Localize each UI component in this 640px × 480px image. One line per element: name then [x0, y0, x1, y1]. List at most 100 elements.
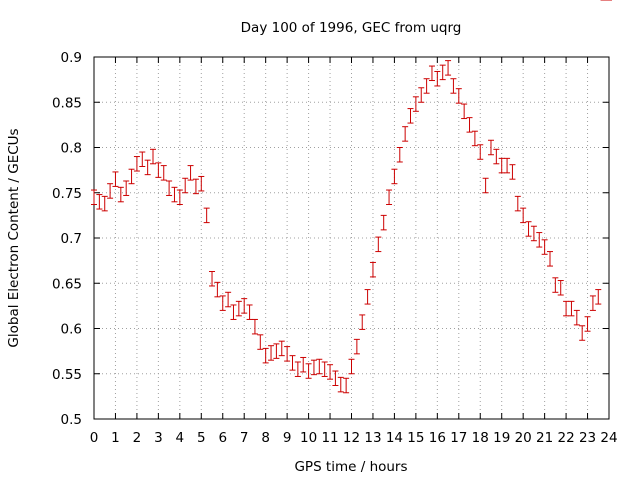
x-tick-label: 18: [472, 430, 489, 446]
grid-lines: [94, 57, 609, 419]
y-tick-label: 0.65: [52, 276, 82, 292]
data-point: [262, 347, 269, 364]
data-point: [241, 298, 248, 314]
x-tick-label: 8: [261, 430, 270, 446]
data-point: [369, 261, 376, 278]
x-tick-label: 23: [579, 430, 596, 446]
data-point: [91, 189, 97, 206]
x-tick-label: 7: [240, 430, 249, 446]
data-point: [310, 359, 317, 376]
x-tick-label: 11: [321, 430, 338, 446]
data-point: [332, 370, 339, 387]
y-tick-label: 0.55: [52, 367, 82, 383]
y-tick-label: 0.9: [61, 50, 82, 66]
data-point: [579, 325, 586, 341]
x-tick-label: 12: [343, 430, 360, 446]
data-point: [407, 108, 414, 124]
data-point: [96, 194, 103, 210]
x-tick-label: 24: [600, 430, 617, 446]
data-point: [225, 291, 232, 308]
data-point: [402, 126, 409, 142]
y-tick-label: 0.5: [61, 412, 82, 428]
data-point: [450, 78, 457, 94]
data-point: [101, 195, 108, 212]
chart-title: Day 100 of 1996, GEC from uqrg: [241, 20, 462, 36]
data-point: [493, 148, 500, 165]
data-point: [584, 316, 591, 332]
data-point: [268, 345, 275, 361]
data-point: [439, 64, 446, 81]
data-point: [471, 130, 478, 147]
data-point: [552, 277, 559, 293]
data-point: [396, 147, 403, 163]
data-point: [305, 363, 312, 379]
data-point: [209, 270, 216, 287]
data-point: [278, 340, 285, 357]
data-point: [536, 232, 543, 248]
data-point: [428, 65, 435, 82]
x-tick-label: 21: [536, 430, 553, 446]
data-point: [235, 300, 242, 317]
x-tick-label: 20: [515, 430, 532, 446]
data-point: [375, 236, 382, 253]
data-point: [198, 175, 205, 192]
data-point: [466, 117, 473, 133]
data-point: [477, 144, 484, 160]
x-tick-label: 2: [133, 430, 142, 446]
x-tick-label: 3: [154, 430, 163, 446]
data-point: [251, 318, 258, 335]
x-tick-label: 1: [111, 430, 120, 446]
data-point: [214, 281, 221, 298]
data-point: [230, 304, 237, 320]
y-tick-label: 0.75: [52, 186, 82, 202]
data-point: [257, 334, 264, 350]
data-point: [289, 355, 296, 371]
data-point: [343, 377, 350, 394]
x-tick-label: 6: [218, 430, 227, 446]
data-point: [412, 96, 419, 112]
data-point: [386, 189, 393, 206]
data-point: [219, 295, 226, 311]
data-point: [176, 189, 183, 206]
data-point: [337, 376, 344, 393]
y-tick-label: 0.7: [61, 231, 82, 247]
data-point: [423, 78, 430, 94]
data-point: [509, 164, 516, 180]
data-point: [514, 195, 521, 212]
x-tick-label: 15: [407, 430, 424, 446]
y-axis-label: Global Electron Content / GECUs: [6, 128, 22, 347]
x-tick-label: 19: [493, 430, 510, 446]
data-point: [504, 157, 511, 174]
data-point: [391, 168, 398, 185]
data-point: [294, 361, 301, 377]
data-point: [461, 103, 468, 120]
x-tick-labels: 0 1 2 3 4 5 6 7 8 9 10 11 12 13 14 15 16 17 18 19 20 21 22 23 24: [90, 430, 618, 446]
x-tick-label: 22: [557, 430, 574, 446]
data-point: [150, 148, 157, 165]
x-tick-label: 4: [176, 430, 185, 446]
data-point: [541, 239, 548, 255]
axis-ticks: [93, 56, 610, 420]
data-point: [563, 300, 570, 317]
data-point: [117, 186, 124, 203]
data-point: [155, 162, 162, 178]
data-point: [128, 168, 135, 185]
data-point: [348, 358, 355, 375]
x-tick-label: 13: [364, 430, 381, 446]
data-point: [316, 358, 323, 375]
data-point: [246, 304, 253, 320]
data-point: [160, 165, 167, 181]
data-point: [573, 309, 580, 326]
data-point: [557, 280, 564, 296]
data-point: [353, 338, 360, 355]
x-tick-label: 16: [429, 430, 446, 446]
data-point: [327, 364, 334, 380]
data-point: [139, 151, 146, 168]
data-point: [112, 171, 119, 187]
data-point: [359, 314, 366, 330]
data-point: [284, 346, 291, 362]
y-tick-label: 0.8: [61, 141, 82, 157]
y-tick-labels: 0.5 0.55 0.6 0.65 0.7 0.75 0.8 0.85 0.9: [52, 50, 82, 428]
data-point: [321, 361, 328, 377]
data-point: [445, 60, 452, 76]
